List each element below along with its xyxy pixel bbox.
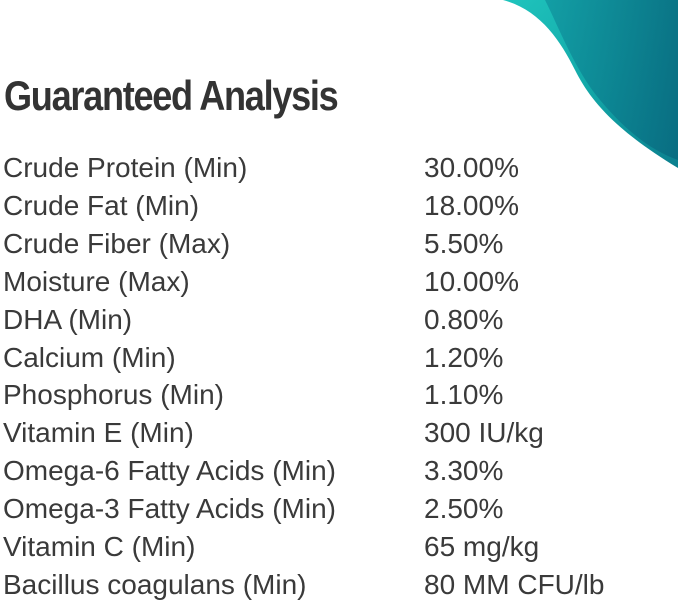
nutrient-name: Vitamin C (Min)	[3, 531, 196, 562]
nutrient-value: 5.50%	[424, 227, 504, 259]
nutrient-name: Omega-3 Fatty Acids (Min)	[3, 493, 336, 525]
nutrient-value: 80 MM CFU/lb	[424, 568, 605, 600]
nutrient-value: 10.00%	[424, 265, 519, 297]
nutrient-value: 30.00%	[424, 152, 519, 183]
nutrient-value: 0.80%	[424, 303, 504, 335]
nutrient-name: Crude Fiber (Max)	[3, 227, 231, 259]
nutrient-value: 2.50%	[424, 493, 504, 525]
nutrient-value: 65 mg/kg	[424, 531, 540, 562]
nutrient-name: Crude Protein (Min)	[3, 152, 248, 183]
nutrient-name: Moisture (Max)	[3, 265, 190, 297]
nutrient-value: 18.00%	[424, 189, 519, 221]
nutrient-name: Bacillus coagulans (Min)	[3, 568, 307, 600]
nutrient-value: 1.20%	[424, 341, 504, 373]
nutrient-name: Crude Fat (Min)	[3, 189, 200, 221]
page-title: Guaranteed Analysis	[4, 72, 339, 119]
nutrient-name: Vitamin E (Min)	[3, 417, 194, 449]
nutrient-value: 300 IU/kg	[424, 417, 544, 449]
nutrient-value: 1.10%	[424, 379, 504, 411]
nutrient-name: DHA (Min)	[3, 303, 133, 335]
nutrient-value: 3.30%	[424, 455, 504, 487]
nutrient-name: Phosphorus (Min)	[3, 379, 224, 411]
nutrient-name: Calcium (Min)	[3, 341, 176, 373]
nutrient-name: Omega-6 Fatty Acids (Min)	[3, 455, 336, 487]
